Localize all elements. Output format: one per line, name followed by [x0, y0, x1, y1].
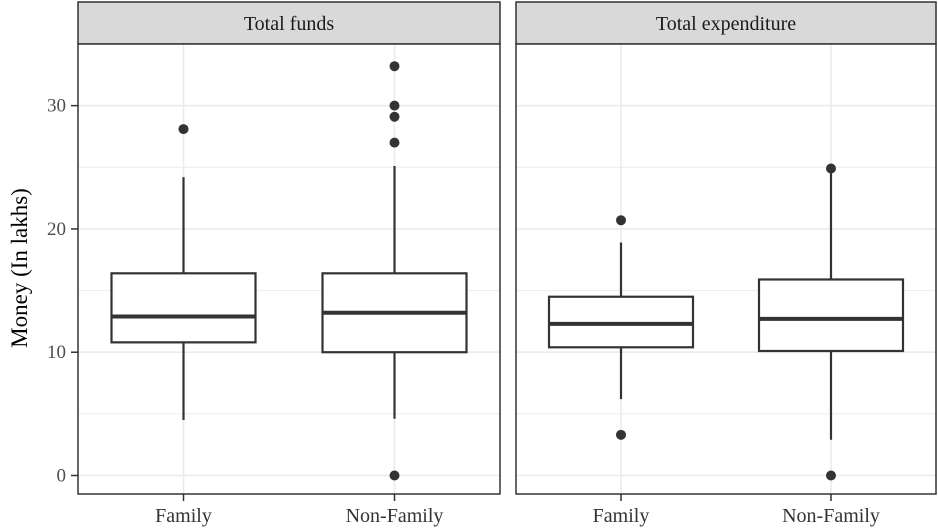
x-tick-label: Non-Family [346, 505, 444, 527]
outlier-point [826, 163, 836, 174]
x-tick-label: Family [593, 505, 650, 527]
x-tick-label: Family [155, 505, 212, 527]
y-tick-label: 10 [47, 342, 66, 363]
box [757, 278, 905, 353]
panel-border [77, 43, 501, 495]
outlier-point [616, 215, 626, 226]
outlier-point [389, 470, 400, 481]
panel-1: Total funds Family Non-Family [77, 1, 501, 527]
outlier-point [826, 470, 836, 481]
box-family [110, 124, 257, 421]
panel-2: Total expenditure Family Non-Family [515, 1, 937, 527]
x-tick-label: Non-Family [782, 505, 880, 527]
box [110, 272, 257, 344]
box-family [547, 215, 695, 440]
y-tick-label: 0 [57, 466, 67, 487]
outlier-point [389, 100, 400, 111]
panel-border [515, 43, 937, 495]
strip-header [77, 1, 501, 45]
plot-background [78, 44, 500, 494]
strip-header [515, 1, 937, 45]
y-axis: 0 10 20 30 [47, 96, 78, 487]
y-axis-label: Money (In lakhs) [7, 188, 32, 348]
box-non-family [321, 61, 468, 481]
outlier-point [389, 61, 400, 72]
y-tick-label: 30 [47, 96, 66, 117]
outlier-point [389, 137, 400, 148]
plot-background [516, 44, 936, 494]
outlier-point [389, 111, 400, 122]
panel-title: Total expenditure [656, 13, 796, 35]
panel-title: Total funds [244, 13, 334, 35]
box-non-family [757, 163, 905, 481]
outlier-point [616, 429, 626, 440]
outlier-point [178, 124, 189, 135]
y-tick-label: 20 [47, 219, 66, 240]
